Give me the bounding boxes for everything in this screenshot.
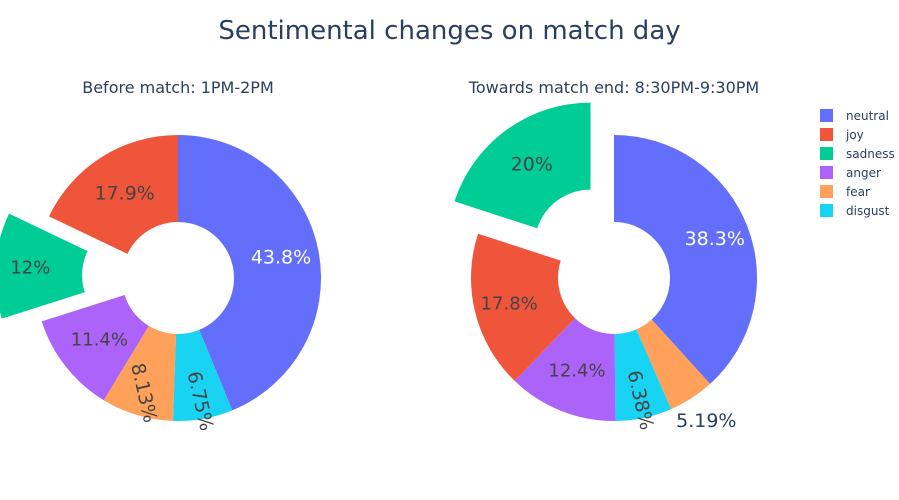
- legend-item-neutral[interactable]: neutral: [820, 106, 895, 125]
- pie-2-slice-fear[interactable]: [636, 319, 711, 410]
- pie-1-slice-neutral[interactable]: [178, 135, 322, 411]
- pie-2-slice-sadness[interactable]: [454, 102, 591, 229]
- legend-item-fear[interactable]: fear: [820, 182, 895, 201]
- legend-item-joy[interactable]: joy: [820, 125, 895, 144]
- legend-item-anger[interactable]: anger: [820, 163, 895, 182]
- pie-1-slice-anger[interactable]: [41, 294, 149, 401]
- pie-2-slice-neutral[interactable]: [614, 135, 757, 384]
- legend-item-sadness[interactable]: sadness: [820, 144, 895, 163]
- pie-1-slice-sadness[interactable]: [0, 213, 88, 319]
- pie-2-label-neutral: 38.3%: [685, 228, 745, 250]
- legend-label: neutral: [846, 108, 889, 123]
- pie-1-title: Before match: 1PM-2PM: [82, 78, 274, 97]
- pie-1-label-neutral: 43.8%: [251, 247, 311, 269]
- pie-2-label-sadness: 20%: [511, 154, 553, 176]
- pie-2-slice-joy[interactable]: [470, 233, 576, 381]
- legend-swatch: [820, 166, 833, 179]
- pie-2-slice-anger[interactable]: [514, 318, 616, 422]
- pie-1-label-joy: 17.9%: [94, 182, 154, 204]
- pie-1-slice-joy[interactable]: [48, 135, 179, 254]
- chart-title: Sentimental changes on match day: [218, 16, 681, 46]
- legend-swatch: [820, 147, 833, 160]
- legend: neutral joy sadness anger fear disgust: [820, 106, 895, 220]
- pie-1-label-sadness: 12%: [10, 257, 50, 278]
- legend-item-disgust[interactable]: disgust: [820, 201, 895, 220]
- legend-swatch: [820, 109, 833, 122]
- legend-label: sadness: [846, 146, 895, 161]
- legend-swatch: [820, 185, 833, 198]
- pie-2-slice-disgust[interactable]: [614, 329, 672, 421]
- pie-2-label-joy: 17.8%: [481, 294, 538, 315]
- pie-1-label-anger: 11.4%: [71, 329, 128, 350]
- pie-1-slice-disgust[interactable]: [172, 329, 233, 421]
- legend-label: fear: [846, 184, 870, 199]
- legend-label: anger: [846, 165, 881, 180]
- legend-label: disgust: [846, 203, 890, 218]
- pie-2-title: Towards match end: 8:30PM-9:30PM: [468, 78, 760, 97]
- legend-swatch: [820, 204, 833, 217]
- legend-swatch: [820, 128, 833, 141]
- pie-1-slice-fear[interactable]: [103, 325, 177, 421]
- legend-label: joy: [846, 127, 864, 142]
- pie-2-label-anger: 12.4%: [548, 360, 605, 381]
- pie-2-label-fear: 5.19%: [676, 410, 736, 432]
